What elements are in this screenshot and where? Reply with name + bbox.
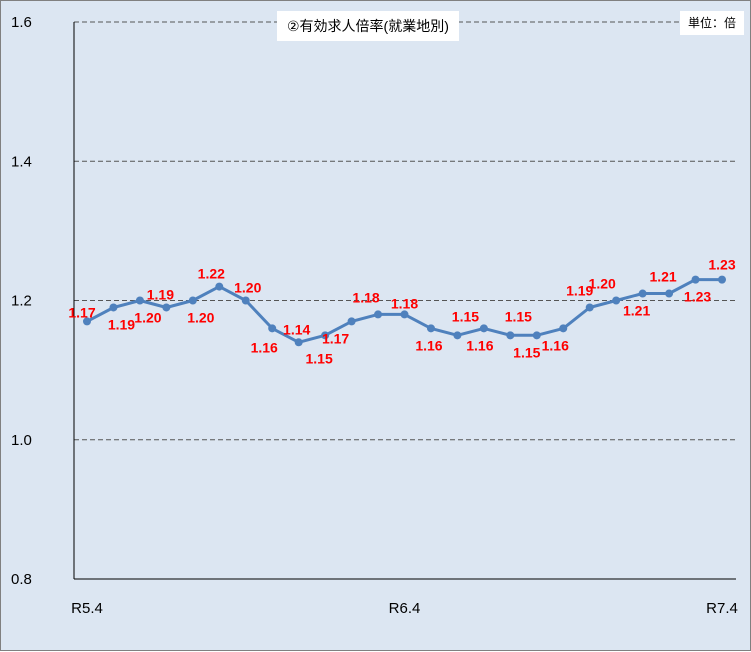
data-label: 1.20 (134, 310, 161, 326)
data-label: 1.18 (352, 289, 379, 305)
x-tick-label: R7.4 (706, 600, 738, 617)
y-tick-label: 1.0 (11, 432, 32, 449)
data-label: 1.15 (505, 308, 532, 324)
data-label: 1.15 (513, 344, 540, 360)
data-label: 1.20 (187, 310, 214, 326)
data-point (321, 331, 330, 340)
data-point (665, 289, 674, 298)
data-label: 1.19 (108, 316, 135, 332)
chart-title: ②有効求人倍率(就業地別) (277, 11, 459, 41)
data-point (479, 324, 488, 333)
y-tick-label: 1.4 (11, 153, 32, 170)
y-tick-label: 0.8 (11, 571, 32, 588)
data-label: 1.17 (68, 304, 95, 320)
data-label: 1.15 (306, 350, 333, 366)
data-label: 1.16 (251, 339, 278, 355)
data-point (426, 324, 435, 333)
data-label: 1.18 (391, 295, 418, 311)
y-tick-label: 1.6 (11, 14, 32, 31)
data-point (638, 289, 647, 298)
data-label: 1.21 (649, 269, 676, 285)
data-point (585, 303, 594, 312)
data-point (506, 331, 515, 340)
data-label: 1.15 (452, 308, 479, 324)
data-label: 1.16 (542, 337, 569, 353)
data-point (559, 324, 568, 333)
data-point (374, 310, 383, 319)
data-label: 1.16 (415, 337, 442, 353)
data-label: 1.19 (147, 286, 174, 302)
data-point (215, 282, 224, 291)
data-label: 1.22 (198, 266, 225, 282)
data-point (83, 317, 91, 326)
data-point (294, 338, 303, 347)
data-point (347, 317, 356, 326)
data-point (532, 331, 541, 340)
y-tick-label: 1.2 (11, 293, 32, 310)
data-label: 1.21 (623, 303, 650, 319)
x-tick-label: R6.4 (389, 600, 421, 617)
data-point (400, 310, 409, 319)
data-label: 1.20 (234, 280, 261, 296)
unit-label: 単位：倍 (679, 11, 744, 35)
data-label: 1.19 (566, 282, 593, 298)
data-points (83, 275, 726, 347)
data-point (135, 296, 144, 305)
data-point (241, 296, 250, 305)
data-point (268, 324, 277, 333)
data-label: 1.16 (466, 337, 493, 353)
data-label: 1.23 (708, 257, 735, 273)
data-point (612, 296, 621, 305)
x-tick-label: R5.4 (71, 600, 103, 617)
data-label: 1.20 (589, 276, 616, 292)
gridlines (74, 21, 736, 441)
data-point (691, 275, 700, 284)
data-point (453, 331, 462, 340)
data-point (718, 275, 726, 284)
data-point (109, 303, 118, 312)
data-label: 1.23 (684, 289, 711, 305)
axes: 0.8 1.0 1.2 1.4 1.6 R5.4 R6.4 R7.4 (11, 14, 738, 617)
data-label: 1.14 (283, 321, 310, 337)
data-point (188, 296, 197, 305)
data-label: 1.17 (322, 330, 349, 346)
data-point (162, 303, 171, 312)
data-labels: 1.171.19 1.201.191.201.221.201.161.141.15… (68, 257, 735, 367)
